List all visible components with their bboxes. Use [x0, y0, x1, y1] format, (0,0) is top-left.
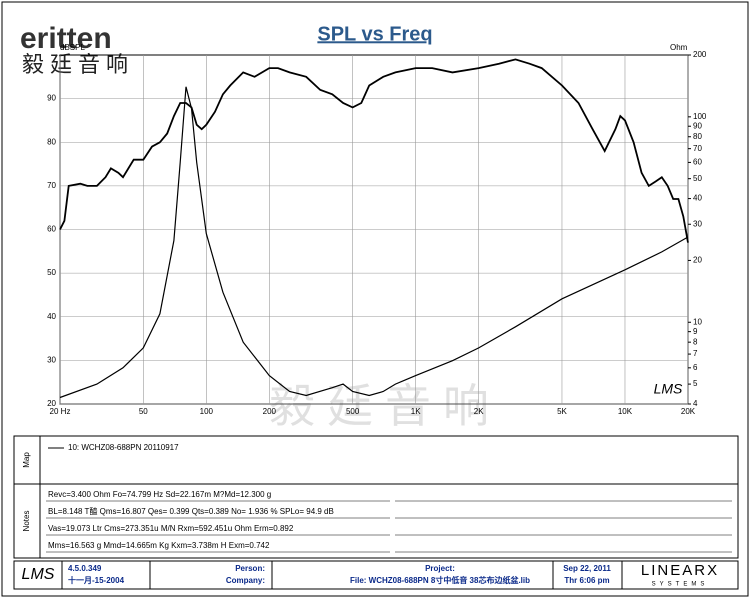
company: Company:: [226, 576, 265, 585]
brand-sub: SYSTEMS: [652, 582, 709, 588]
y2-axis-label: Ohm: [670, 43, 688, 52]
x-tick-label: 20K: [681, 407, 696, 416]
y2-tick-label: 9: [693, 327, 698, 336]
y2-tick-label: 20: [693, 256, 702, 265]
note-line: Revc=3.400 Ohm Fo=74.799 Hz Sd=22.167m M…: [48, 490, 271, 499]
x-tick-label: 20 Hz: [50, 407, 71, 416]
y2-tick-label: 8: [693, 337, 698, 346]
project: Project:: [425, 564, 455, 573]
y2-tick-label: 7: [693, 349, 698, 358]
y-tick-label: 90: [47, 94, 56, 103]
logo-sub: 毅廷音响: [22, 52, 134, 77]
y-tick-label: 70: [47, 181, 56, 190]
x-tick-label: 500: [346, 407, 360, 416]
person: Person:: [235, 564, 265, 573]
logo: eritten: [20, 22, 112, 55]
file: File: WCHZ08-688PN 8寸中低音 38芯布边纸盆.lib: [350, 575, 530, 585]
x-tick-label: 50: [139, 407, 148, 416]
y2-tick-label: 60: [693, 158, 702, 167]
footer-logo: LMS: [22, 566, 55, 583]
y2-tick-label: 10: [693, 317, 702, 326]
y2-tick-label: 80: [693, 132, 702, 141]
series-line: [59, 58, 689, 243]
y2-tick-label: 200: [693, 50, 707, 59]
note-line: Mms=16.563 g Mmd=14.665m Kg Kxm=3.738m H…: [48, 541, 270, 550]
chart-title: SPL vs Freq: [317, 23, 432, 45]
y2-tick-label: 90: [693, 121, 702, 130]
y-tick-label: 40: [47, 312, 56, 321]
y-tick-label: 60: [47, 225, 56, 234]
series-line: [59, 86, 689, 399]
y-tick-label: 80: [47, 137, 56, 146]
note-line: Vas=19.073 Ltr Cms=273.351u M/N Rxm=592.…: [48, 524, 294, 533]
x-tick-label: 100: [200, 407, 214, 416]
y2-tick-label: 4: [693, 399, 698, 408]
x-tick-label: 10K: [618, 407, 633, 416]
y2-tick-label: 70: [693, 144, 702, 153]
build-date: 十一月-15-2004: [68, 575, 125, 585]
y2-tick-label: 6: [693, 363, 698, 372]
y-axis-label: dBSPL: [60, 43, 85, 52]
map-label: Map: [22, 452, 31, 468]
x-tick-label: 5K: [557, 407, 567, 416]
y-tick-label: 20: [47, 399, 56, 408]
notes: Revc=3.400 Ohm Fo=74.799 Hz Sd=22.167m M…: [46, 490, 732, 553]
y2-tick-label: 5: [693, 379, 698, 388]
y2-tick-label: 100: [693, 112, 707, 121]
note-line: BL=8.148 T醯 Qms=16.807 Qes= 0.399 Qts=0.…: [48, 506, 334, 516]
y2-tick-label: 40: [693, 194, 702, 203]
watermark: 毅廷音响: [269, 380, 501, 432]
info-panel: [13, 435, 739, 559]
footer: [13, 560, 739, 590]
notes-label: Notes: [22, 511, 31, 532]
y-tick-label: 30: [47, 355, 56, 364]
x-tick-label: 2K: [474, 407, 484, 416]
legend-entry: 10: WCHZ08-688PN 20110917: [68, 443, 179, 452]
y-tick-label: 50: [47, 268, 56, 277]
y2-tick-label: 50: [693, 174, 702, 183]
x-tick-label: 200: [263, 407, 277, 416]
plot: 20 Hz 50 100 200 500 1K 2K 5K 10K 20K 20 30 40 50 60 70…: [47, 50, 707, 416]
brand: LINEARX: [641, 562, 719, 579]
y2-tick-label: 30: [693, 219, 702, 228]
version: 4.5.0.349: [68, 564, 102, 573]
x-tick-label: 1K: [411, 407, 421, 416]
plot-logo: LMS: [654, 381, 683, 397]
date: Sep 22, 2011: [563, 564, 611, 573]
time: Thr 6:06 pm: [564, 576, 609, 585]
